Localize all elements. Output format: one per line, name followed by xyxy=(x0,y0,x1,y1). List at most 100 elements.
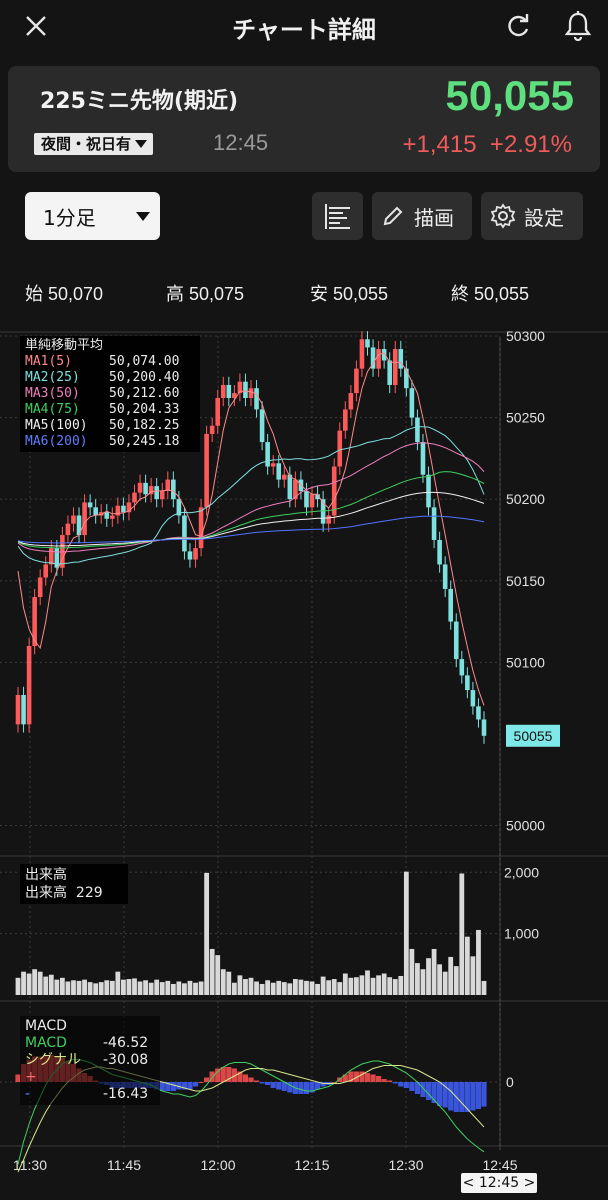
last-price: 50,055 xyxy=(445,72,574,119)
top-bar: チャート詳細 xyxy=(0,0,608,54)
macd-histogram-bar xyxy=(309,1082,315,1093)
volume-bar xyxy=(259,983,265,995)
close-label: 終 xyxy=(451,284,469,304)
change-value: +1,415 xyxy=(402,131,477,158)
macd-histogram-bar xyxy=(204,1077,210,1082)
indicator-button[interactable] xyxy=(312,192,363,240)
ma-line xyxy=(17,471,485,549)
high-value: 50,075 xyxy=(189,284,245,304)
volume-bar xyxy=(154,979,160,995)
macd-label: MACD xyxy=(25,1035,67,1051)
candle xyxy=(315,494,320,500)
macd-histogram-bar xyxy=(442,1082,448,1108)
macd-value: -46.52 xyxy=(103,1035,149,1051)
volume-bar xyxy=(243,979,248,995)
quote-time: 12:45 xyxy=(213,130,269,155)
bell-icon[interactable] xyxy=(560,8,596,44)
open-value: 50,070 xyxy=(48,284,104,304)
ma-value: 50,212.60 xyxy=(109,386,180,401)
histogram-value: -16.43 xyxy=(103,1086,149,1102)
candle xyxy=(54,548,60,568)
candle xyxy=(359,339,365,369)
candle xyxy=(82,502,87,536)
ma-legend: 単純移動平均 MA1(5) 50,074.00 MA2(25) 50,200.40 … xyxy=(20,336,200,452)
volume-bar xyxy=(359,975,365,995)
low-value: 50,055 xyxy=(333,284,389,304)
volume-bar xyxy=(309,981,315,995)
volume-bar xyxy=(442,971,448,995)
price-tick-label: 50250 xyxy=(506,410,545,426)
volume-bar xyxy=(459,873,465,995)
candle xyxy=(126,502,132,513)
volume-bar xyxy=(59,977,65,995)
macd-histogram-bar xyxy=(353,1071,360,1082)
macd-histogram-bar xyxy=(403,1082,409,1088)
macd-histogram-bar xyxy=(15,1074,21,1082)
volume-bar xyxy=(143,980,148,995)
macd-histogram-bar xyxy=(398,1082,404,1087)
volume-bar xyxy=(98,982,104,995)
volume-bar xyxy=(43,976,49,995)
ma-line xyxy=(17,491,485,547)
macd-histogram-bar xyxy=(253,1080,260,1082)
candle xyxy=(320,499,326,524)
macd-histogram-bar xyxy=(437,1082,443,1106)
volume-bar xyxy=(159,982,165,995)
volume-bar xyxy=(392,979,398,995)
macd-histogram-bar xyxy=(320,1082,326,1087)
candle xyxy=(287,474,293,500)
candle xyxy=(220,384,226,399)
candle xyxy=(154,486,159,500)
draw-label: 描画 xyxy=(414,205,454,230)
macd-histogram-bar xyxy=(248,1077,254,1082)
settings-button[interactable]: 設定 xyxy=(481,192,583,240)
chevron-down-icon xyxy=(135,140,148,148)
close-value: 50,055 xyxy=(474,284,530,304)
volume-bar xyxy=(354,977,359,995)
macd-histogram-bar xyxy=(475,1082,482,1109)
volume-legend-title: 出来高 xyxy=(25,867,67,883)
volume-value: 229 xyxy=(75,885,103,901)
volume-bar xyxy=(148,982,154,995)
macd-histogram-bar xyxy=(409,1082,415,1091)
volume-bar xyxy=(65,981,71,995)
macd-legend-title: MACD xyxy=(25,1018,67,1034)
close-icon[interactable] xyxy=(18,8,54,44)
candle xyxy=(309,494,315,508)
session-selector[interactable]: 夜間・祝日有 xyxy=(34,133,154,155)
macd-histogram-bar xyxy=(226,1067,232,1082)
volume-bar xyxy=(431,948,437,995)
macd-histogram-bar xyxy=(303,1082,310,1094)
candle xyxy=(37,577,43,598)
pencil-icon xyxy=(383,206,403,226)
volume-bar xyxy=(32,969,38,995)
macd-histogram-bar xyxy=(270,1082,276,1088)
candle xyxy=(65,523,71,536)
price-change: +1,415 +2.91% xyxy=(403,131,573,159)
candle xyxy=(293,479,298,500)
macd-histogram-bar xyxy=(359,1071,365,1082)
volume-bar xyxy=(254,981,259,995)
refresh-icon[interactable] xyxy=(500,8,536,44)
volume-bar xyxy=(348,977,354,995)
volume-bar xyxy=(226,971,232,995)
candle xyxy=(87,502,93,508)
draw-button[interactable]: 描画 xyxy=(372,192,472,240)
ma-name: MA1(5) xyxy=(25,354,72,369)
minus-label: - xyxy=(25,1086,31,1102)
candle xyxy=(215,398,221,426)
macd-histogram-bar xyxy=(381,1079,387,1082)
macd-histogram-bar xyxy=(448,1082,454,1111)
macd-histogram-bar xyxy=(187,1082,193,1090)
price-chart[interactable]: 50300 50250 50200 50150 50100 50000 11:30 11:45… xyxy=(0,256,608,1176)
macd-histogram-bar xyxy=(314,1082,321,1090)
volume-tick-label: 2,000 xyxy=(504,864,539,880)
candle xyxy=(182,515,187,552)
volume-bar xyxy=(115,971,121,995)
macd-histogram-bar xyxy=(370,1074,376,1082)
interval-selector[interactable]: 1分足 xyxy=(25,192,160,240)
macd-histogram-bar xyxy=(470,1082,476,1111)
price-tick-label: 50000 xyxy=(506,818,545,834)
candle xyxy=(431,507,437,540)
candle xyxy=(93,507,98,516)
